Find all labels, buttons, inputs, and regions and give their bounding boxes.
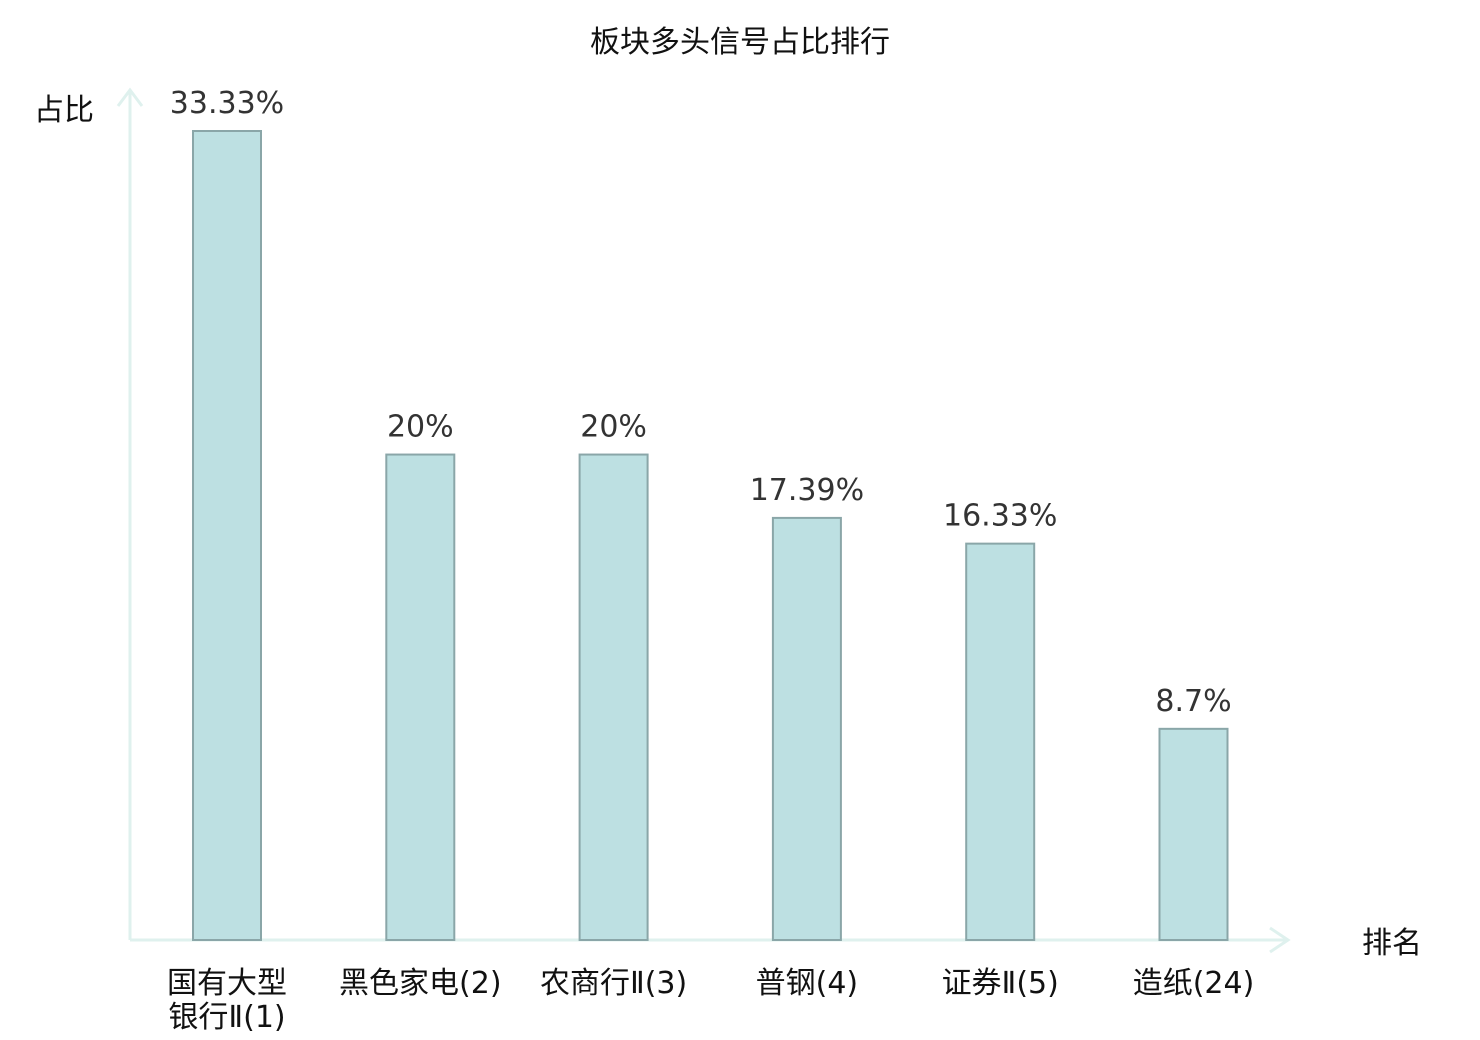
chart-title: 板块多头信号占比排行 — [590, 25, 890, 60]
value-label: 16.33% — [943, 499, 1057, 534]
bar — [771, 516, 842, 941]
category-label: 银行Ⅱ(1) — [168, 1000, 285, 1035]
category-label: 造纸(24) — [1133, 966, 1255, 1001]
value-label: 20% — [580, 410, 647, 445]
category-label: 普钢(4) — [756, 966, 859, 1001]
bar — [192, 130, 262, 941]
value-label: 33.33% — [170, 86, 284, 121]
x-axis-label: 排名 — [1362, 926, 1422, 961]
category-label: 农商行Ⅱ(3) — [540, 966, 687, 1001]
category-label: 黑色家电(2) — [339, 966, 502, 1001]
bar — [385, 453, 456, 941]
bar — [578, 453, 649, 941]
category-label: 证券Ⅱ(5) — [942, 966, 1059, 1001]
category-label: 国有大型 — [167, 966, 287, 1001]
y-axis-label: 占比 — [34, 93, 94, 128]
bar — [965, 542, 1036, 942]
y-axis — [116, 87, 144, 940]
x-axis — [130, 926, 1291, 954]
value-label: 20% — [387, 410, 454, 445]
value-label: 8.7% — [1155, 684, 1231, 719]
bar — [1158, 727, 1229, 942]
value-label: 17.39% — [750, 473, 864, 508]
